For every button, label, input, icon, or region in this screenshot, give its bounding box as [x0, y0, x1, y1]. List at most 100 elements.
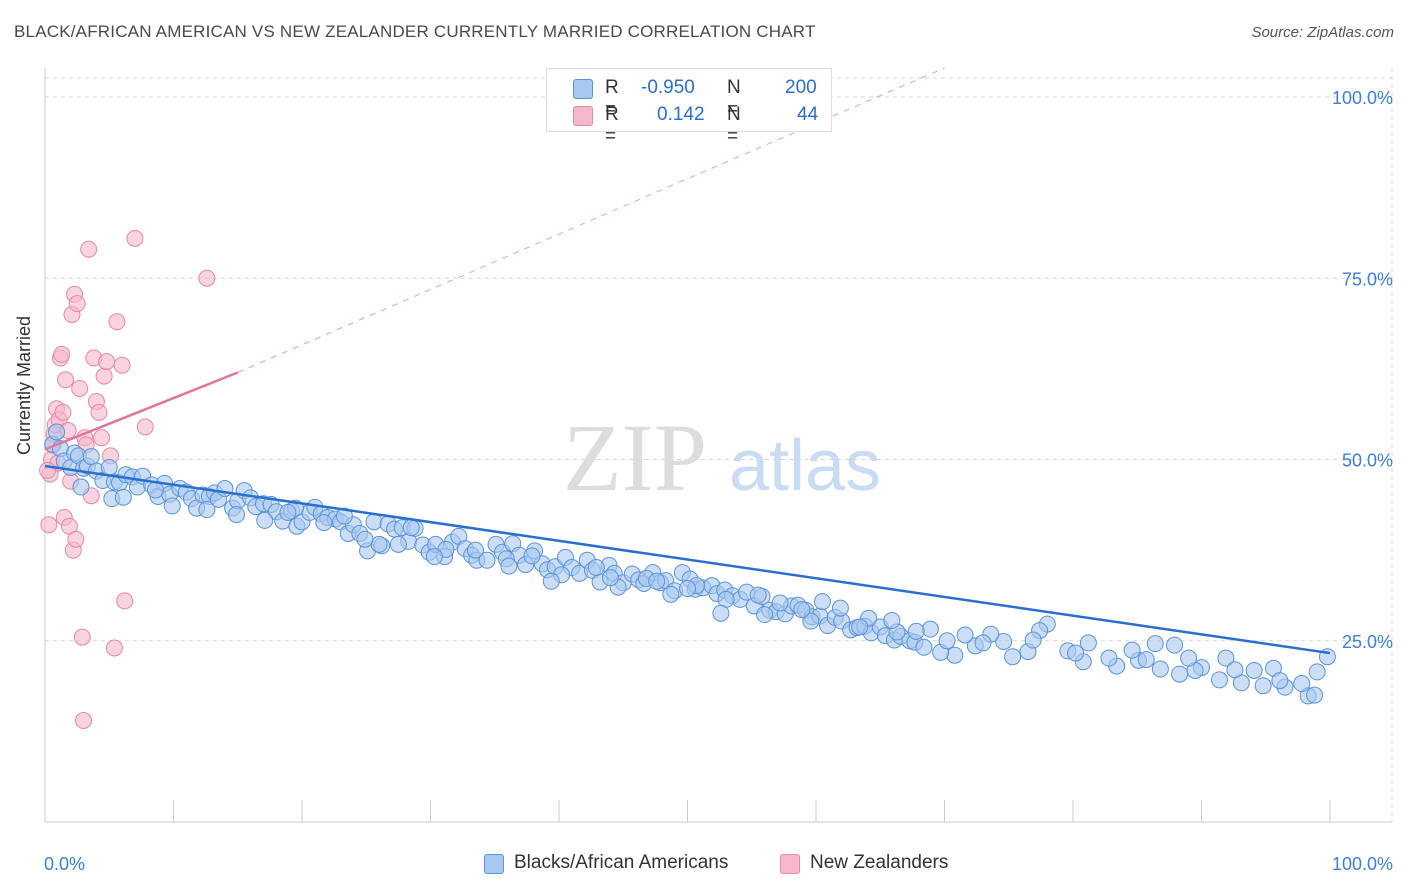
data-point: [648, 572, 666, 590]
data-point: [1123, 641, 1141, 659]
data-point: [1226, 661, 1244, 679]
data-point: [72, 478, 90, 496]
data-point: [756, 606, 774, 624]
data-point: [163, 497, 181, 515]
data-point: [1271, 672, 1289, 690]
data-point: [67, 530, 85, 548]
data-point: [813, 593, 831, 611]
data-point: [356, 530, 374, 548]
data-point: [126, 229, 144, 247]
data-point: [279, 503, 297, 521]
watermark-atlas: atlas: [729, 426, 881, 506]
data-point: [883, 611, 901, 629]
x-tick-label-min: 0.0%: [44, 854, 85, 874]
y-tick-label: 75.0%: [1342, 269, 1393, 289]
data-point: [712, 604, 730, 622]
data-point: [831, 599, 849, 617]
data-point: [793, 601, 811, 619]
data-point: [315, 514, 333, 532]
chart-title: BLACK/AFRICAN AMERICAN VS NEW ZEALANDER …: [14, 22, 816, 41]
data-point: [1079, 634, 1097, 652]
data-point: [1306, 686, 1324, 704]
bottom-legend-swatch-pink: [780, 854, 800, 874]
data-point: [75, 712, 93, 729]
bottom-legend-swatch-blue: [484, 854, 504, 874]
correlation-legend: R = -0.950 N = 200 R = 0.142 N = 44: [546, 68, 832, 147]
data-point: [227, 506, 245, 524]
data-point: [335, 507, 353, 525]
tick-labels: 25.0% 50.0% 75.0% 100.0% 0.0% 100.0%: [44, 88, 1393, 874]
data-point: [54, 403, 72, 421]
data-point: [198, 269, 216, 287]
data-point: [105, 639, 123, 657]
data-point: [995, 632, 1013, 650]
data-point: [1254, 677, 1272, 695]
blacks-points: [44, 423, 1336, 705]
data-point: [1245, 661, 1263, 679]
data-point: [73, 628, 91, 646]
y-tick-label: 50.0%: [1342, 451, 1393, 471]
gridlines: [45, 68, 1393, 822]
data-point: [57, 371, 75, 389]
legend-r-value: 0.142: [657, 104, 705, 125]
data-point: [93, 429, 111, 447]
data-point: [425, 548, 443, 566]
data-point: [1004, 648, 1022, 666]
data-point: [198, 501, 216, 519]
data-point: [82, 448, 100, 466]
x-tick-label-max: 100.0%: [1332, 854, 1393, 874]
data-point: [1308, 663, 1326, 681]
data-point: [662, 585, 680, 603]
data-point: [113, 356, 131, 374]
data-point: [48, 423, 66, 441]
trend-line-blacks: [44, 464, 1331, 655]
data-point: [1171, 665, 1189, 683]
data-point: [500, 557, 518, 575]
data-point: [114, 488, 132, 506]
data-point: [370, 535, 388, 553]
legend-n-label: N =: [727, 77, 741, 120]
data-point: [1180, 649, 1198, 667]
data-point: [1293, 675, 1311, 693]
legend-n-value: 200: [785, 77, 817, 98]
data-point: [907, 622, 925, 640]
data-point: [90, 403, 108, 421]
legend-r-label: R =: [605, 77, 619, 120]
data-point: [802, 612, 820, 630]
data-point: [851, 618, 869, 636]
y-tick-label: 25.0%: [1342, 632, 1393, 652]
trend-line-nz: [44, 371, 239, 451]
legend-swatch-pink: [573, 106, 593, 126]
legend-r-value: -0.950: [641, 77, 695, 98]
legend-n-label: N =: [727, 104, 741, 147]
data-point: [365, 513, 383, 531]
legend-swatch-blue: [573, 79, 593, 99]
data-point: [116, 592, 134, 610]
trend-lines: [44, 67, 1331, 655]
data-point: [466, 541, 484, 559]
data-point: [108, 313, 126, 331]
data-point: [40, 516, 58, 534]
data-point: [95, 367, 113, 385]
data-point: [679, 580, 696, 598]
data-point: [402, 519, 420, 537]
data-point: [523, 547, 541, 565]
data-point: [100, 458, 118, 476]
data-point: [136, 418, 154, 436]
chart-source: Source: ZipAtlas.com: [1251, 24, 1394, 41]
data-point: [974, 634, 992, 652]
data-point: [80, 240, 98, 258]
data-point: [256, 511, 274, 529]
data-point: [749, 586, 767, 604]
bottom-legend-label-blacks: Blacks/African Americans: [514, 852, 729, 873]
data-point: [478, 551, 496, 569]
data-point: [98, 353, 116, 371]
data-point: [1210, 671, 1228, 689]
watermark: ZIP atlas: [563, 404, 881, 511]
data-point: [542, 572, 560, 590]
data-point: [587, 559, 605, 577]
data-point: [1024, 631, 1042, 649]
y-tick-label: 100.0%: [1332, 88, 1393, 108]
data-point: [147, 481, 165, 499]
